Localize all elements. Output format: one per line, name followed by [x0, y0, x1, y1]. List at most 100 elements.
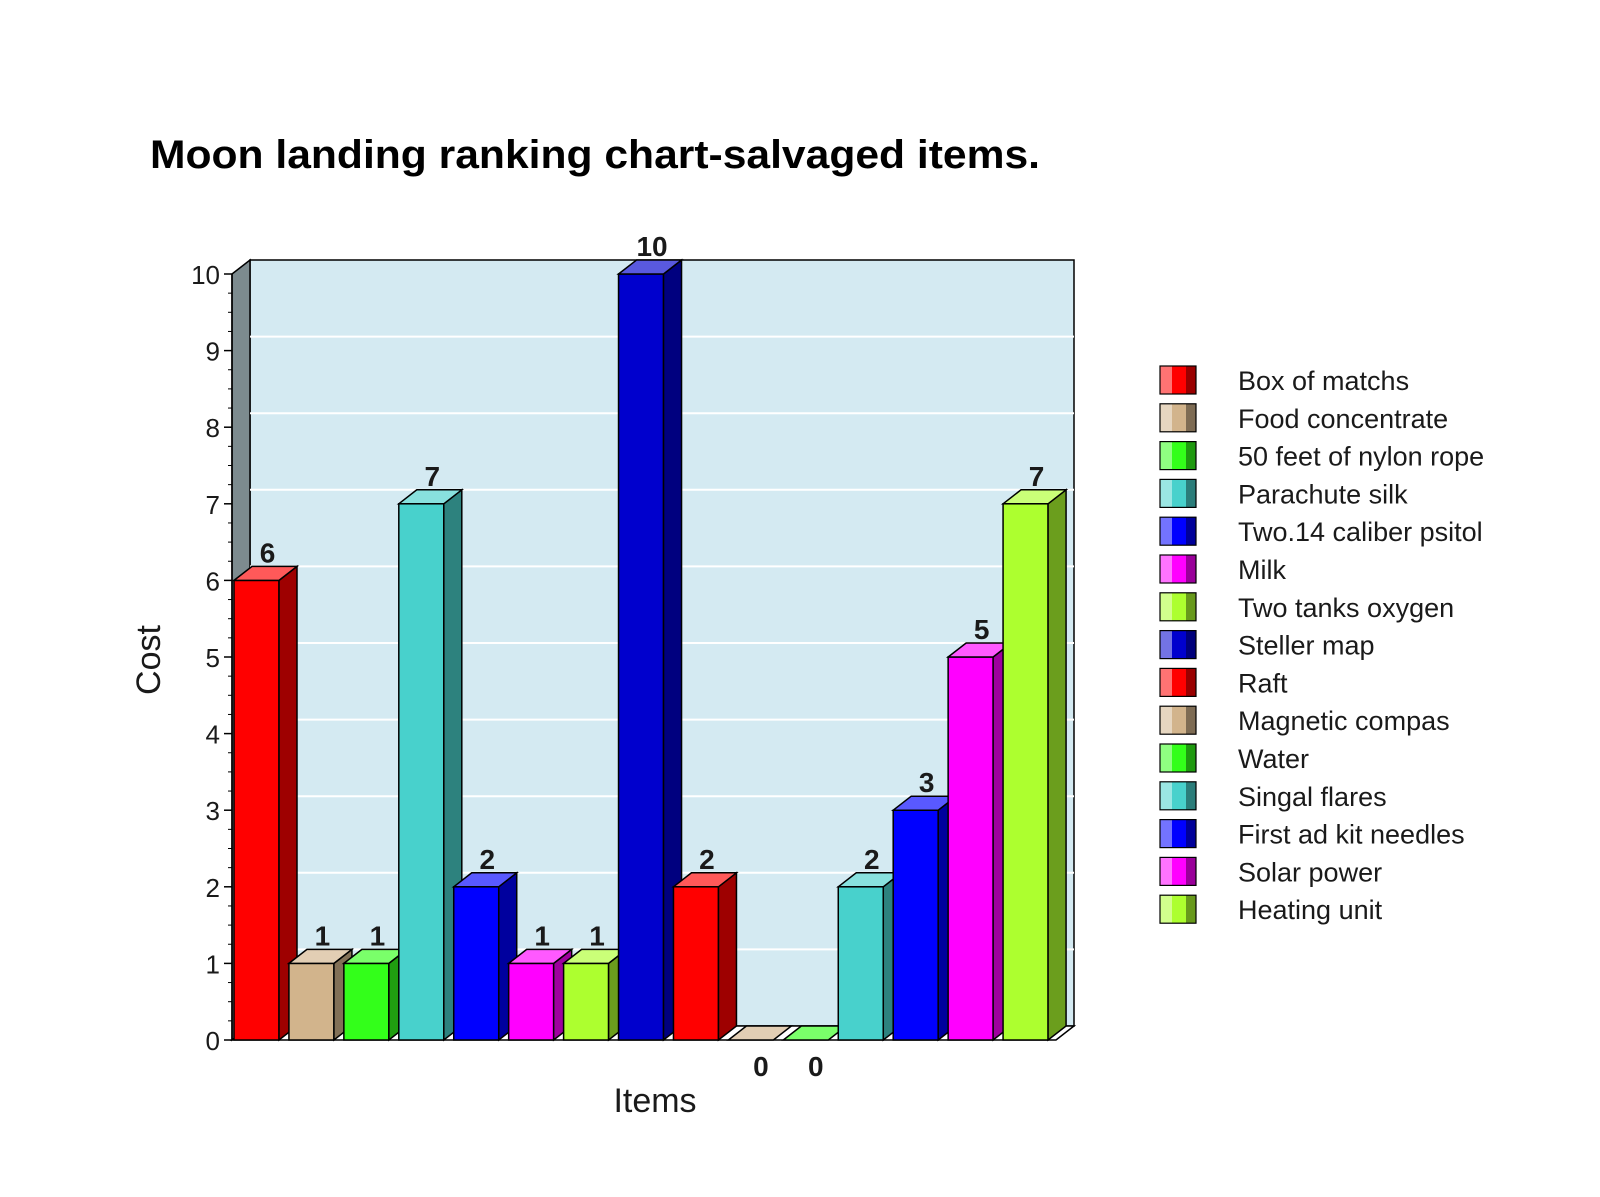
bar: [341, 947, 410, 1042]
legend-swatch-dark: [1186, 895, 1196, 924]
bar: [1000, 488, 1069, 1042]
bar-top: [451, 872, 519, 888]
legend-item: First ad kit needles: [1159, 818, 1465, 850]
bar-top: [1000, 489, 1069, 505]
y-axis-label: Cost: [130, 624, 168, 694]
legend-label: Solar power: [1238, 857, 1382, 887]
legend-swatch-light: [1160, 857, 1172, 886]
bar-side: [1047, 488, 1067, 1042]
legend-label: Magnetic compas: [1238, 706, 1450, 736]
x-axis-label: Items: [613, 1082, 696, 1120]
legend-swatch-border: [1159, 441, 1197, 471]
legend-swatch-dark: [1186, 630, 1196, 659]
legend-swatch-mid: [1172, 555, 1186, 583]
legend-label: Two tanks oxygen: [1238, 593, 1454, 623]
legend-swatch-light: [1160, 441, 1172, 470]
data-label: 6: [260, 537, 276, 568]
y-tick-label: 7: [206, 490, 220, 520]
legend-swatch-mid: [1172, 744, 1186, 772]
legend-item: Water: [1159, 743, 1309, 774]
y-tick-label: 9: [206, 337, 220, 367]
legend-label: Milk: [1238, 555, 1286, 585]
y-tick-label: 8: [206, 413, 220, 443]
legend-swatch-border: [1159, 743, 1197, 773]
legend-swatch-border: [1159, 365, 1197, 395]
legend-label: Box of matchs: [1238, 366, 1409, 396]
legend-swatch-mid: [1172, 895, 1186, 924]
bar-front: [672, 886, 720, 1041]
legend-swatch-border: [1159, 781, 1197, 811]
legend-item: Heating unit: [1159, 894, 1383, 925]
bar: [945, 641, 1014, 1042]
legend-label: Food concentrate: [1238, 404, 1448, 434]
bar: [231, 564, 300, 1042]
y-tick-label: 1: [206, 949, 220, 979]
legend-swatch-mid: [1172, 706, 1186, 735]
legend-swatch-dark: [1186, 592, 1196, 621]
legend-item: Solar power: [1159, 856, 1382, 887]
data-label: 0: [753, 1051, 769, 1082]
data-label: 0: [808, 1051, 824, 1082]
legend-label: Two.14 caliber psitol: [1238, 517, 1483, 547]
legend-swatch-mid: [1172, 592, 1186, 621]
legend-label: Singal flares: [1238, 782, 1387, 812]
data-label: 3: [919, 767, 935, 798]
bar: [671, 871, 739, 1042]
data-label: 7: [1029, 461, 1045, 492]
y-tick-label: 3: [206, 796, 220, 826]
data-label: 2: [864, 844, 880, 875]
legend-item: Box of matchs: [1159, 365, 1409, 396]
legend-label: Heating unit: [1238, 895, 1383, 925]
legend: Box of matchs Food concentrate 50 feet of …: [1159, 365, 1484, 925]
bar: [286, 947, 355, 1042]
legend-swatch-dark: [1186, 668, 1196, 697]
bar-top: [506, 948, 574, 965]
legend-swatch-border: [1159, 856, 1197, 887]
bar-front: [233, 579, 280, 1041]
bar-top: [231, 565, 300, 582]
bar-front: [398, 503, 445, 1041]
legend-swatch-mid: [1172, 517, 1186, 546]
bar: [616, 258, 684, 1042]
legend-swatch-light: [1160, 479, 1172, 508]
legend-swatch-mid: [1172, 630, 1186, 659]
legend-swatch-dark: [1186, 441, 1196, 470]
legend-swatch-border: [1159, 592, 1197, 622]
chart-title: Moon landing ranking chart-salvaged item…: [150, 133, 1040, 177]
bar-front: [617, 273, 665, 1041]
y-tick-label: 4: [206, 720, 220, 750]
legend-swatch-dark: [1186, 706, 1196, 735]
legend-item: Two tanks oxygen: [1159, 592, 1454, 623]
bar-top: [396, 489, 464, 505]
bar-front: [947, 656, 994, 1041]
bar: [891, 794, 959, 1042]
bar-front: [452, 886, 500, 1041]
bar: [561, 947, 629, 1042]
legend-swatch-border: [1159, 667, 1197, 698]
bar-top: [726, 1025, 794, 1041]
legend-swatch-dark: [1186, 781, 1196, 810]
data-label: 1: [589, 920, 605, 951]
legend-label: Steller map: [1238, 631, 1375, 661]
legend-label: Parachute silk: [1238, 479, 1408, 509]
legend-swatch-dark: [1186, 819, 1196, 848]
legend-swatch-light: [1160, 630, 1172, 659]
legend-swatch-light: [1160, 366, 1172, 394]
legend-swatch-mid: [1172, 668, 1186, 697]
y-tick-label: 6: [206, 566, 220, 596]
bar-top: [286, 948, 355, 965]
legend-swatch-light: [1160, 744, 1172, 772]
legend-label: Water: [1238, 744, 1309, 774]
legend-swatch-light: [1160, 592, 1172, 621]
legend-swatch-border: [1159, 403, 1197, 433]
legend-swatch-mid: [1172, 403, 1186, 432]
legend-label: First ad kit needles: [1238, 820, 1465, 850]
legend-swatch-light: [1160, 819, 1172, 848]
legend-swatch-light: [1160, 517, 1172, 546]
data-label: 1: [370, 920, 386, 951]
bars-group: [231, 258, 1069, 1042]
legend-swatch-dark: [1186, 555, 1196, 583]
legend-swatch-light: [1160, 895, 1172, 924]
y-tick-label: 2: [206, 873, 220, 903]
